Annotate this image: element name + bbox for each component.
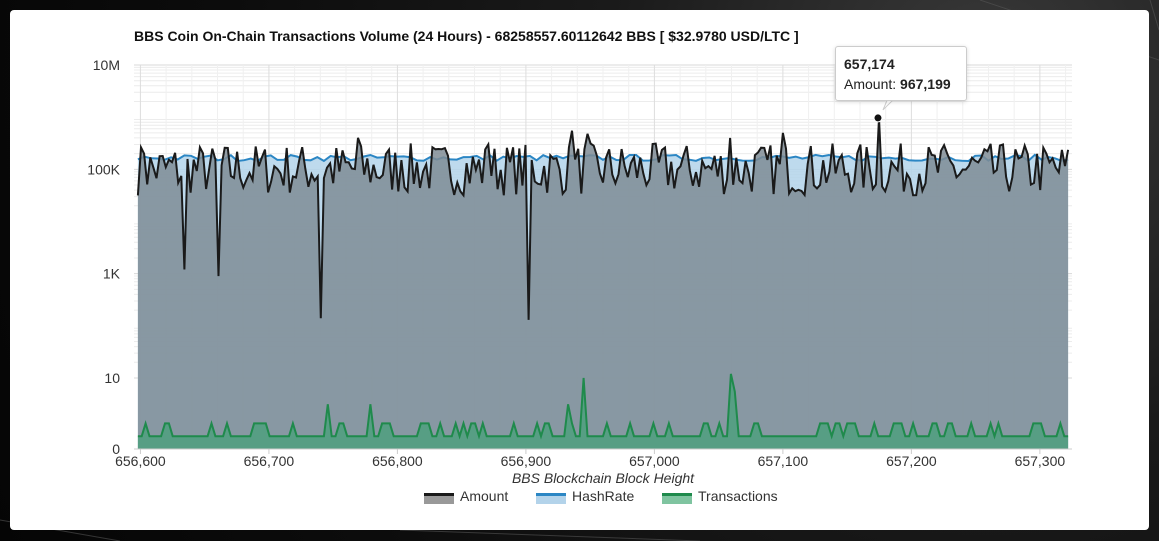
legend-swatch-transactions: [662, 492, 692, 504]
tooltip-row: Amount: 967,199: [844, 76, 951, 92]
y-tick-label: 1K: [103, 266, 121, 282]
chart-tooltip: 657,174 Amount: 967,199: [835, 46, 967, 101]
series-transactions-area: [137, 373, 1069, 449]
y-tick-label: 10M: [93, 57, 120, 73]
y-tick-label: 10: [104, 370, 120, 386]
legend-label-amount: Amount: [460, 488, 509, 504]
x-tick-label: 656,700: [244, 453, 295, 469]
series-amount-line: [136, 117, 1070, 320]
series-hashrate-line: [137, 153, 1069, 163]
x-tick-label: 657,000: [629, 453, 680, 469]
tooltip-label: Amount:: [844, 76, 897, 92]
legend-item-hashrate[interactable]: HashRate: [536, 486, 634, 506]
chart-title: BBS Coin On-Chain Transactions Volume (2…: [134, 28, 799, 44]
legend-item-transactions[interactable]: Transactions: [662, 486, 778, 506]
x-tick-label: 657,100: [758, 453, 809, 469]
y-tick-label: 100K: [87, 161, 120, 177]
tooltip-marker: [873, 113, 883, 123]
chart-card: BBS Coin On-Chain Transactions Volume (2…: [10, 10, 1149, 530]
x-tick-label: 657,300: [1015, 453, 1066, 469]
x-axis-label: BBS Blockchain Block Height: [512, 470, 695, 486]
legend-swatch-amount: [424, 492, 454, 504]
legend-label-transactions: Transactions: [698, 488, 778, 504]
tooltip-value: 967,199: [900, 76, 951, 92]
legend-label-hashrate: HashRate: [572, 488, 635, 504]
x-tick-label: 656,800: [372, 453, 423, 469]
x-tick-label: 656,600: [115, 453, 166, 469]
chart-legend: Amount HashRate Transactions: [10, 486, 1149, 508]
x-tick-label: 657,200: [886, 453, 937, 469]
y-tick-label: 0: [112, 441, 120, 457]
legend-swatch-hashrate: [536, 492, 566, 504]
series-amount-area: [137, 117, 1069, 450]
tooltip-title: 657,174: [844, 56, 895, 72]
legend-item-amount[interactable]: Amount: [424, 486, 508, 506]
series-transactions-line: [137, 373, 1069, 440]
x-tick-label: 656,900: [501, 453, 552, 469]
